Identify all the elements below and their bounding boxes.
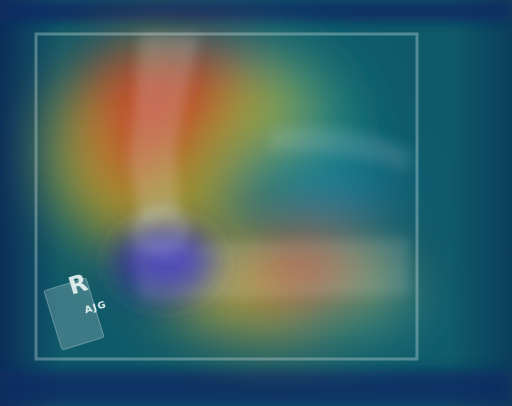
bone-silhouette [130,34,410,300]
side-marker-tile [43,277,105,351]
xray-frame [34,32,419,361]
